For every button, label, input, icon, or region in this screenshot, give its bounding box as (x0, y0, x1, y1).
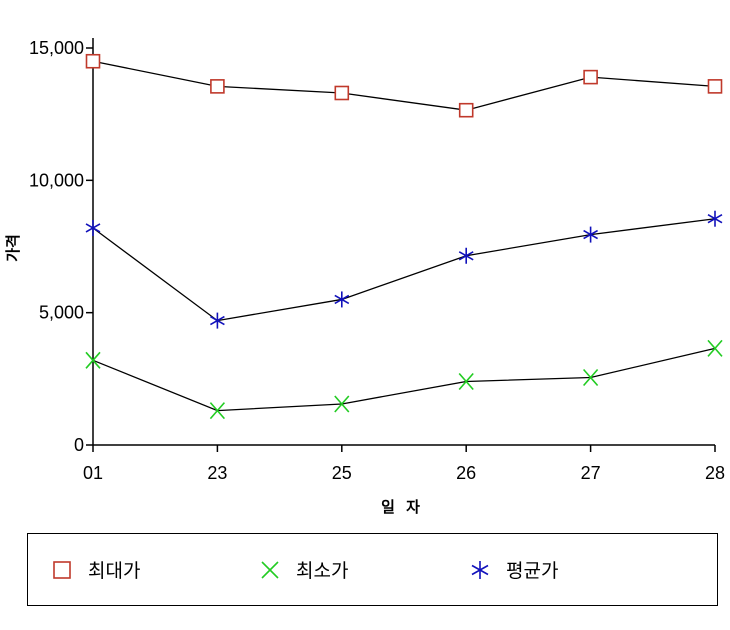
data-point-x (707, 339, 723, 357)
legend: 최대가 최소가 평균가 (27, 533, 718, 606)
data-point-square (210, 79, 225, 94)
x-tick-label: 01 (83, 463, 103, 483)
x-tick-label: 27 (581, 463, 601, 483)
x-marker-icon (261, 560, 279, 579)
data-point-square (583, 69, 598, 85)
data-point-x (334, 395, 350, 413)
square-marker (583, 69, 598, 85)
y-tick-label: 0 (74, 435, 84, 455)
x-axis-ticks: 01 23 25 26 27 28 (83, 445, 725, 483)
x-marker-stroke (582, 368, 599, 387)
legend-label-max: 최대가 (88, 560, 141, 582)
axes (92, 38, 715, 446)
asterisk-marker-stroke (458, 251, 474, 261)
x-tick-label: 25 (332, 463, 352, 483)
square-marker (334, 85, 350, 101)
data-point-square (458, 102, 474, 118)
data-point-asterisk (458, 247, 474, 264)
data-point-square (85, 53, 101, 69)
legend-item-max: 최대가 (50, 534, 140, 605)
y-tick-label: 5,000 (39, 303, 84, 323)
data-point-x (209, 402, 226, 420)
asterisk-marker-stroke (210, 315, 225, 326)
square-marker-icon (53, 560, 71, 579)
square-marker (210, 79, 225, 94)
series-markers (85, 53, 723, 420)
series-lines (92, 60, 716, 412)
x-marker-stroke (458, 372, 474, 391)
y-axis-title: 가격 (4, 234, 22, 262)
legend-item-min: 최소가 (258, 534, 348, 605)
x-marker-stroke (334, 395, 350, 413)
x-marker-stroke (209, 402, 226, 420)
series-line-2 (92, 218, 716, 322)
square-marker (458, 102, 474, 118)
y-axis-ticks: 0 5,000 10,000 15,000 (29, 38, 93, 455)
asterisk-marker-stroke (334, 294, 350, 305)
legend-label-avg: 평균가 (506, 560, 559, 582)
data-point-x (458, 372, 474, 391)
data-point-asterisk (210, 312, 225, 329)
series-line-0 (92, 60, 716, 111)
asterisk-marker-icon (471, 560, 489, 579)
legend-label-min: 최소가 (296, 560, 349, 582)
legend-item-avg: 평균가 (468, 534, 558, 605)
square-marker (707, 79, 723, 94)
y-tick-label: 15,000 (29, 38, 84, 58)
y-tick-label: 10,000 (29, 170, 84, 190)
data-point-x (582, 368, 599, 387)
asterisk-marker-stroke (583, 229, 598, 240)
square-marker (85, 53, 101, 69)
data-point-square (334, 85, 350, 101)
series-line-1 (92, 347, 716, 412)
x-tick-label: 26 (456, 463, 476, 483)
data-point-asterisk (334, 291, 350, 308)
x-marker-stroke (85, 351, 101, 369)
data-point-square (707, 79, 723, 94)
asterisk-marker-stroke (85, 223, 101, 233)
data-point-x (85, 351, 101, 369)
data-point-asterisk (707, 210, 723, 227)
x-tick-label: 28 (705, 463, 725, 483)
x-tick-label: 23 (207, 463, 227, 483)
data-point-asterisk (583, 226, 598, 243)
data-point-asterisk (85, 219, 101, 236)
x-marker-stroke (707, 339, 723, 357)
asterisk-marker-stroke (707, 214, 723, 224)
line-chart: 0 5,000 10,000 15,000 01 23 25 26 27 28 가격 일 자 (4, 38, 725, 516)
x-axis-title: 일 자 (381, 498, 423, 516)
